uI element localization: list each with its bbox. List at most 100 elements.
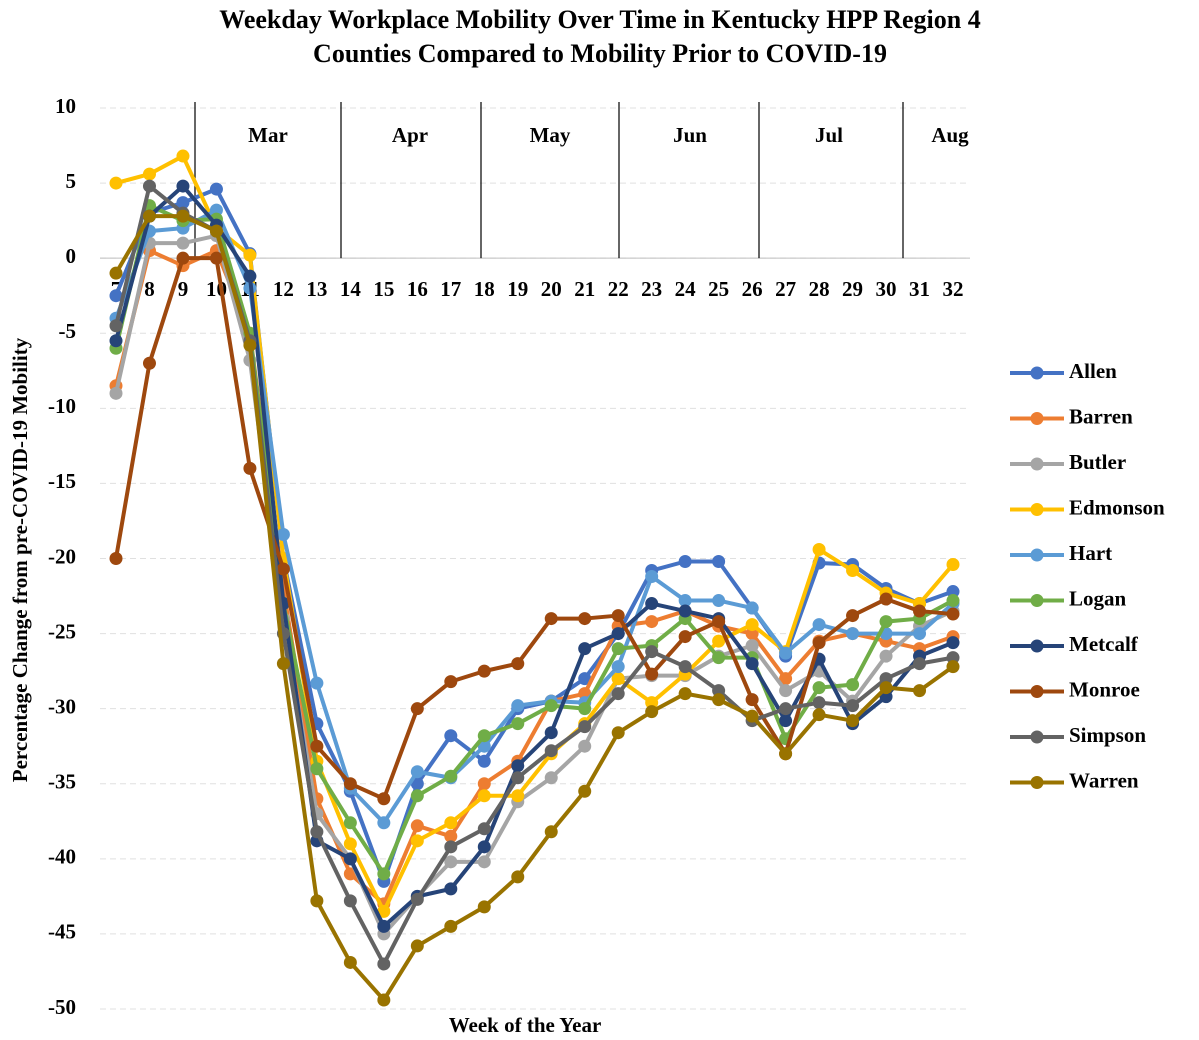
data-point <box>678 687 692 701</box>
data-point <box>779 747 793 761</box>
data-point <box>109 334 123 348</box>
data-point <box>712 615 726 629</box>
data-point <box>209 203 223 217</box>
data-point <box>544 744 558 758</box>
data-point <box>243 269 257 283</box>
data-point <box>846 678 860 692</box>
data-point <box>377 867 391 881</box>
data-point <box>444 855 458 869</box>
legend-label: Metcalf <box>1069 632 1139 656</box>
legend-marker <box>1030 776 1044 789</box>
month-label: Jul <box>815 123 843 147</box>
data-point <box>477 729 491 743</box>
data-point <box>410 789 424 803</box>
x-tick-label: 18 <box>474 277 495 301</box>
data-point <box>812 708 826 722</box>
data-point <box>645 667 659 681</box>
x-tick-label: 20 <box>541 277 562 301</box>
y-tick-label: -5 <box>59 319 77 343</box>
data-point <box>343 837 357 851</box>
x-tick-label: 9 <box>178 277 189 301</box>
y-tick-label: -40 <box>48 845 76 869</box>
data-point <box>544 612 558 626</box>
data-point <box>410 819 424 833</box>
data-point <box>343 894 357 908</box>
data-point <box>913 604 927 618</box>
data-point <box>611 609 625 623</box>
legend-marker <box>1030 594 1044 607</box>
series-line <box>114 184 954 929</box>
data-point <box>477 754 491 768</box>
legend-marker <box>1030 639 1044 653</box>
data-point <box>142 167 156 181</box>
data-point <box>209 224 223 238</box>
data-point <box>611 726 625 740</box>
data-point <box>444 882 458 896</box>
data-point <box>410 892 424 906</box>
x-tick-label: 23 <box>641 277 662 301</box>
x-tick-label: 30 <box>876 277 897 301</box>
x-tick-label: 8 <box>144 277 155 301</box>
y-tick-label: -45 <box>48 920 76 944</box>
data-point <box>645 615 659 629</box>
legend-label: Warren <box>1069 768 1139 792</box>
data-point <box>109 289 123 303</box>
legend-label: Logan <box>1069 586 1127 610</box>
data-point <box>913 627 927 641</box>
data-point <box>343 955 357 969</box>
data-point <box>745 693 759 707</box>
data-point <box>410 939 424 953</box>
chart-title: Weekday Workplace Mobility Over Time in … <box>219 5 981 34</box>
data-point <box>645 696 659 710</box>
data-point <box>611 660 625 674</box>
data-point <box>645 597 659 611</box>
data-point <box>645 645 659 659</box>
data-point <box>410 834 424 848</box>
x-tick-label: 26 <box>742 277 763 301</box>
data-point <box>946 594 960 608</box>
data-point <box>477 789 491 803</box>
data-point <box>109 386 123 400</box>
data-point <box>578 739 592 753</box>
data-point <box>611 642 625 656</box>
x-tick-label: 24 <box>675 277 697 301</box>
data-point <box>444 769 458 783</box>
data-point <box>544 825 558 839</box>
series-line <box>115 154 955 914</box>
data-point <box>779 714 793 728</box>
data-point <box>712 634 726 648</box>
series-line <box>114 233 954 936</box>
data-point <box>578 720 592 734</box>
data-point <box>544 726 558 740</box>
data-point <box>410 777 424 791</box>
data-point <box>142 209 156 223</box>
legend-label: Simpson <box>1069 723 1146 747</box>
data-point <box>578 672 592 686</box>
data-point <box>712 555 726 569</box>
data-point <box>511 789 525 803</box>
data-point <box>477 739 491 753</box>
data-point <box>310 825 324 839</box>
data-point <box>209 182 223 196</box>
data-point <box>812 542 826 556</box>
legend-marker <box>1030 503 1044 516</box>
data-point <box>310 676 324 690</box>
data-point <box>946 651 960 665</box>
data-point <box>511 771 525 785</box>
data-point <box>812 618 826 632</box>
data-point <box>444 729 458 743</box>
data-point <box>812 636 826 650</box>
data-point <box>377 993 391 1007</box>
data-point <box>578 642 592 656</box>
data-point <box>377 919 391 933</box>
data-point <box>611 627 625 641</box>
data-point <box>310 739 324 753</box>
x-tick-label: 29 <box>842 277 863 301</box>
y-tick-label: -35 <box>48 770 76 794</box>
data-point <box>578 784 592 798</box>
data-point <box>779 684 793 698</box>
legend-label: Barren <box>1069 404 1133 428</box>
data-point <box>712 684 726 698</box>
y-tick-label: -50 <box>48 995 76 1019</box>
data-point <box>879 615 893 629</box>
